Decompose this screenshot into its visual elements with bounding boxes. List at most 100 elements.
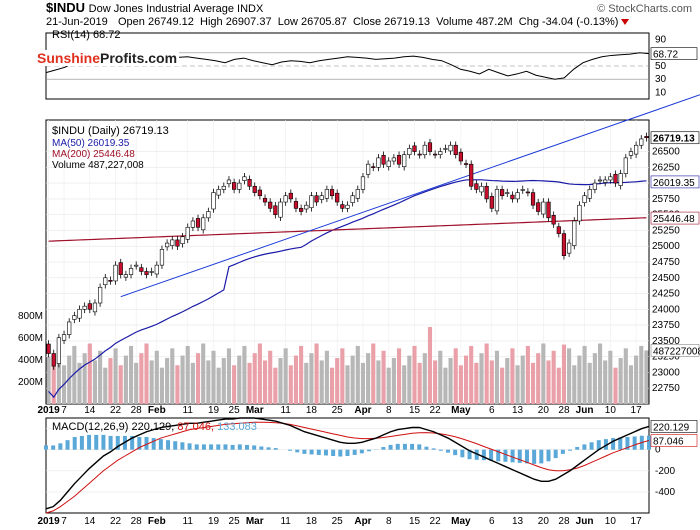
candle-body — [304, 204, 309, 210]
volume-bar — [618, 358, 623, 404]
candle-body — [469, 163, 474, 187]
macd-histogram-bar — [632, 436, 637, 450]
volume-bar — [134, 362, 139, 404]
watermark-part1: Sunshine — [37, 50, 101, 66]
macd-histogram-bar — [467, 449, 472, 460]
candle-body — [103, 277, 108, 286]
x-label-macd: 20 — [538, 516, 550, 527]
open-value: 26749.12 — [147, 16, 194, 28]
candle-body — [319, 195, 324, 200]
candle-body — [324, 189, 329, 199]
volume-bar — [463, 355, 469, 404]
rsi-last-box — [650, 47, 698, 60]
x-label-macd: 7 — [61, 516, 67, 527]
volume-bar — [494, 350, 500, 404]
volume-bar — [108, 358, 113, 404]
volume-bar — [206, 360, 211, 404]
volume-bar — [149, 360, 154, 404]
volume-bar — [474, 362, 479, 404]
volume-bar — [56, 348, 61, 404]
candle-body — [530, 192, 536, 206]
price-tick-label: 25000 — [652, 241, 680, 252]
candle-body — [293, 201, 299, 209]
volume-bar — [252, 353, 257, 404]
macd-histogram-bar — [180, 442, 185, 450]
macd-histogram-bar — [237, 444, 242, 450]
rsi-last-value: 68.72 — [653, 50, 678, 61]
macd-histogram-bar — [288, 449, 293, 451]
volume-bars — [46, 327, 649, 404]
x-label-price: 15 — [409, 405, 421, 416]
volume-bar — [391, 358, 396, 404]
candle-body — [391, 157, 396, 162]
volume-bar — [603, 360, 608, 404]
volume-bar — [623, 348, 628, 404]
macd-histogram-bar — [187, 443, 192, 450]
volume-bar — [242, 345, 247, 404]
macd-histogram-bar — [402, 443, 407, 450]
candle-body — [273, 205, 278, 215]
candle-body — [458, 151, 463, 162]
macd-histogram-bar — [158, 439, 163, 450]
x-label-price: 8 — [386, 405, 392, 416]
macd-histogram-bar — [603, 439, 608, 450]
ma50-legend: MA(50) 26019.35 — [52, 138, 130, 149]
low-value: 26705.87 — [300, 16, 347, 28]
candle-body — [340, 204, 345, 209]
close-label: Close — [352, 16, 382, 28]
candle-body — [221, 185, 226, 190]
macd-line — [45, 417, 650, 510]
sunshine-profits-watermark: SunshineProfits.com — [35, 50, 180, 66]
volume-bar — [443, 367, 448, 404]
candle-body — [252, 185, 257, 193]
candle-body — [376, 157, 381, 168]
candle-body — [433, 153, 438, 156]
macd-histogram-bar — [474, 449, 479, 460]
volume-bar — [355, 345, 360, 404]
volume-bar — [556, 367, 561, 404]
volume-bar — [92, 360, 98, 404]
macd-histogram-bar — [647, 435, 651, 450]
volume-bar — [232, 365, 237, 404]
volume-bar — [82, 353, 87, 404]
x-label-price: Mar — [246, 405, 264, 416]
candle-body — [541, 201, 546, 215]
macd-histogram-bar — [101, 434, 106, 450]
candle-body — [597, 179, 603, 182]
macd-histogram-bar — [625, 437, 630, 450]
macd-histogram-bar — [144, 437, 149, 450]
x-label-macd: 2019 — [37, 516, 60, 527]
macd-histogram-bar — [151, 438, 156, 450]
volume-bar — [422, 353, 427, 404]
candle-body — [226, 179, 232, 185]
macd-histogram-bar — [137, 437, 142, 450]
ma50-value-label-box — [650, 175, 700, 189]
x-label-macd: 25 — [332, 516, 344, 527]
candle-body — [371, 166, 376, 169]
volume-bar — [458, 365, 463, 404]
candle-body — [402, 154, 407, 168]
macd-histogram-bar — [568, 449, 573, 451]
candle-body — [92, 302, 98, 313]
x-label-macd: Apr — [354, 516, 371, 527]
candle-body — [366, 163, 371, 175]
macd-histogram-bar — [596, 440, 601, 450]
volume-bar — [257, 343, 262, 404]
watermark-part2: Profits.com — [100, 50, 178, 66]
candle-body — [396, 155, 402, 165]
macd-histogram-bar — [388, 444, 393, 450]
volume-bar — [577, 355, 582, 404]
macd-histogram-bar — [302, 449, 307, 454]
macd-histogram-bar — [589, 442, 594, 450]
macd-histogram-bar — [51, 445, 56, 450]
volume-bar — [536, 353, 541, 404]
x-label-macd: 18 — [306, 516, 318, 527]
x-label-price: 17 — [631, 405, 643, 416]
volume-bar — [103, 367, 108, 404]
candle-body — [618, 173, 623, 186]
volume-bar — [309, 353, 314, 404]
ohlc-summary: Open 26749.12 High 26907.37 Low 26705.87… — [118, 16, 630, 28]
brand-label: © StockCharts.com — [597, 3, 692, 15]
volume-bar — [587, 362, 592, 404]
macd-histogram-bar — [316, 449, 321, 455]
